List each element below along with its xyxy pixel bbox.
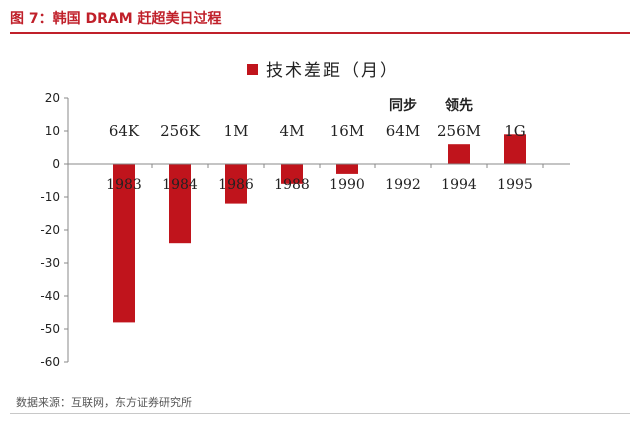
figure-title: 图 7：韩国 DRAM 赶超美日过程 xyxy=(10,11,222,27)
y-tick-label: -10 xyxy=(40,190,60,204)
x-tick-label: 1992 xyxy=(385,177,421,193)
x-tick-label: 1990 xyxy=(329,177,365,193)
y-tick-label: -20 xyxy=(40,223,60,237)
y-axis: 20 10 0 -10 -20 -30 -40 -50 -60 xyxy=(40,91,69,369)
density-annotation: 256M xyxy=(437,122,481,140)
bar xyxy=(448,144,470,164)
annotation-labels: 64K 256K 1M 4M 16M 64M 256M 1G xyxy=(109,122,526,140)
y-tick-label: 0 xyxy=(52,157,60,171)
status-label: 同步 xyxy=(389,97,417,114)
legend-swatch xyxy=(247,64,258,75)
density-annotation: 64M xyxy=(386,122,420,140)
x-axis xyxy=(68,163,570,168)
density-annotation: 4M xyxy=(280,122,305,140)
bar xyxy=(225,164,247,204)
bar xyxy=(336,164,358,174)
x-tick-label: 1995 xyxy=(497,177,533,193)
density-annotation: 256K xyxy=(160,122,201,140)
chart-legend: 技术差距（月） xyxy=(247,61,399,81)
status-label: 领先 xyxy=(445,97,473,114)
bar xyxy=(113,164,135,323)
title-rule xyxy=(10,32,630,34)
y-tick-label: -40 xyxy=(40,289,60,303)
y-tick-label: 20 xyxy=(45,91,60,105)
bar xyxy=(504,134,526,164)
x-tick-labels: 1983 1984 1986 1988 1990 1992 1994 1995 xyxy=(106,177,533,193)
density-annotation: 16M xyxy=(330,122,364,140)
x-tick-label: 1988 xyxy=(274,177,310,193)
x-tick-label: 1984 xyxy=(162,177,198,193)
x-tick-label: 1994 xyxy=(441,177,477,193)
y-tick-label: -50 xyxy=(40,322,60,336)
density-annotation: 64K xyxy=(109,122,140,140)
density-annotation: 1G xyxy=(504,122,526,140)
text-labels: 同步 领先 xyxy=(389,97,473,114)
y-tick-label: 10 xyxy=(45,124,60,138)
bar xyxy=(169,164,191,244)
y-tick-label: -30 xyxy=(40,256,60,270)
source-note: 数据来源：互联网，东方证券研究所 xyxy=(16,396,192,409)
bar xyxy=(281,164,303,184)
source-rule xyxy=(10,413,630,414)
legend-label: 技术差距（月） xyxy=(266,61,399,81)
y-tick-label: -60 xyxy=(40,355,60,369)
density-annotation: 1M xyxy=(224,122,249,140)
x-tick-label: 1983 xyxy=(106,177,142,193)
x-tick-label: 1986 xyxy=(218,177,254,193)
bars xyxy=(113,134,526,323)
